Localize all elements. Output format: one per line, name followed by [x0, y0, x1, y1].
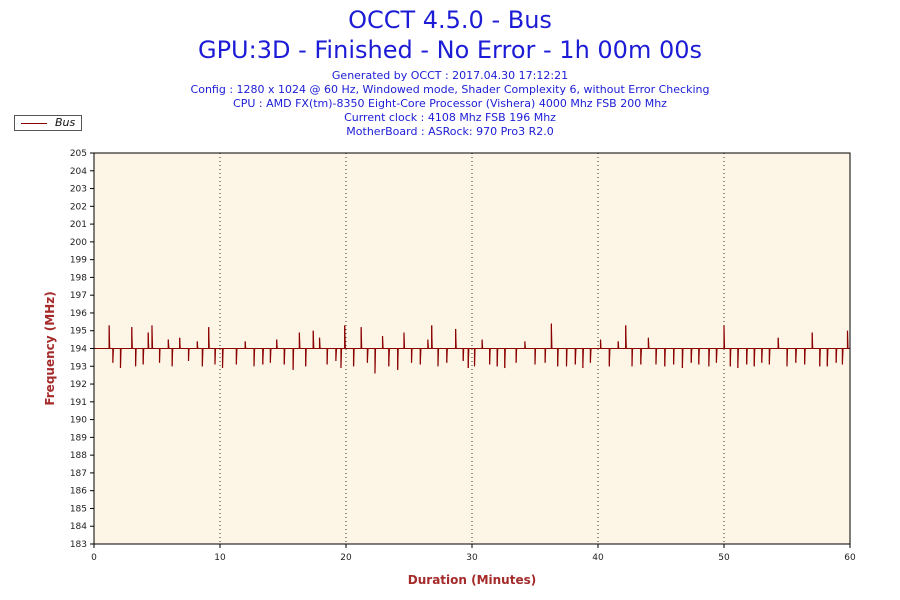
x-tick-label: 40: [592, 553, 604, 563]
legend-swatch: [21, 123, 47, 124]
y-axis-title: Frequency (MHz): [43, 291, 57, 405]
y-tick-label: 203: [70, 185, 87, 195]
y-tick-label: 198: [70, 273, 87, 283]
info-motherboard: MotherBoard : ASRock: 970 Pro3 R2.0: [346, 125, 554, 138]
y-tick-label: 190: [70, 416, 87, 426]
y-tick-label: 202: [70, 202, 87, 212]
x-tick-label: 10: [214, 553, 226, 563]
info-clock: Current clock : 4108 Mhz FSB 196 Mhz: [344, 111, 556, 124]
y-tick-label: 201: [70, 220, 87, 230]
x-axis-title: Duration (Minutes): [408, 573, 536, 587]
legend: Bus: [14, 115, 82, 131]
y-tick-label: 194: [70, 345, 87, 355]
chart-subtitle: GPU:3D - Finished - No Error - 1h 00m 00…: [197, 36, 702, 64]
info-config: Config : 1280 x 1024 @ 60 Hz, Windowed m…: [190, 83, 710, 96]
y-tick-label: 200: [70, 238, 87, 248]
y-tick-label: 197: [70, 291, 87, 301]
y-tick-label: 195: [70, 327, 87, 337]
y-tick-label: 193: [70, 362, 87, 372]
y-tick-label: 184: [70, 522, 87, 532]
x-tick-label: 20: [340, 553, 352, 563]
y-tick-label: 205: [70, 149, 87, 159]
y-tick-label: 204: [70, 167, 87, 177]
x-tick-label: 0: [91, 553, 97, 563]
y-tick-label: 185: [70, 504, 87, 514]
y-tick-label: 196: [70, 309, 87, 319]
x-tick-label: 50: [718, 553, 730, 563]
y-tick-label: 188: [70, 451, 87, 461]
y-tick-label: 183: [70, 540, 87, 550]
info-generated: Generated by OCCT : 2017.04.30 17:12:21: [331, 69, 569, 82]
y-tick-label: 199: [70, 256, 87, 266]
x-tick-label: 60: [844, 553, 856, 563]
info-block: Generated by OCCT : 2017.04.30 17:12:21 …: [0, 69, 900, 139]
y-tick-label: 191: [70, 398, 87, 408]
y-tick-label: 189: [70, 433, 87, 443]
x-tick-label: 30: [466, 553, 478, 563]
chart-title: OCCT 4.5.0 - Bus: [348, 6, 552, 34]
info-cpu: CPU : AMD FX(tm)-8350 Eight-Core Process…: [233, 97, 667, 110]
legend-label: Bus: [55, 116, 76, 129]
y-tick-label: 192: [70, 380, 87, 390]
y-tick-label: 186: [70, 487, 87, 497]
y-tick-label: 187: [70, 469, 87, 479]
